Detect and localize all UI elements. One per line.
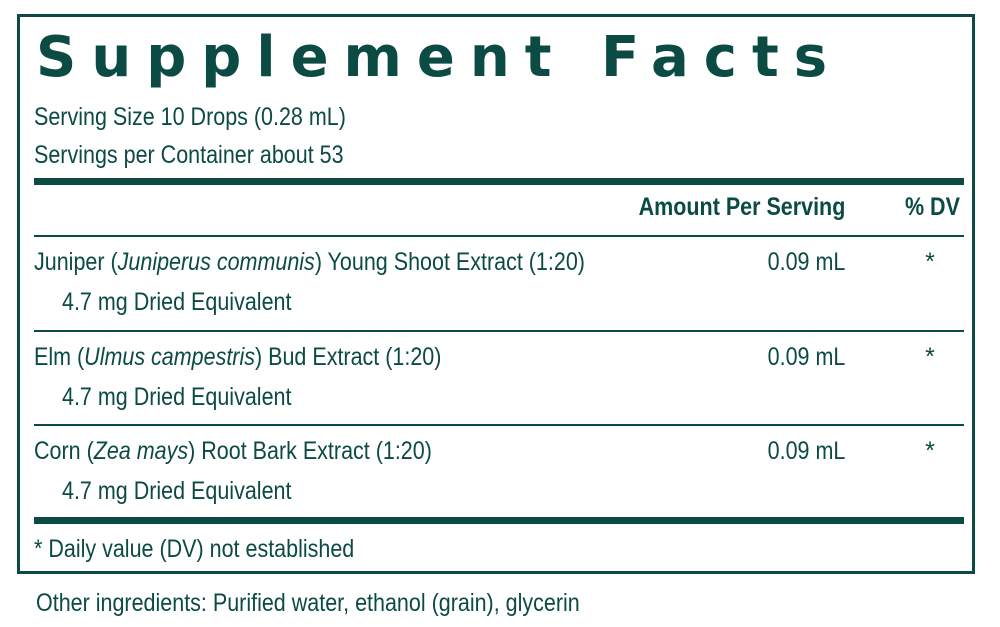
ingredient-dv: * bbox=[925, 248, 935, 276]
dried-equivalent: 4.7 mg Dried Equivalent bbox=[62, 477, 292, 505]
dv-footnote: * Daily value (DV) not established bbox=[34, 535, 355, 563]
supplement-facts-panel: Supplement Facts Serving Size 10 Drops (… bbox=[17, 14, 975, 574]
thick-divider-top bbox=[34, 178, 964, 185]
latin-name: Ulmus campestris bbox=[84, 343, 256, 371]
ingredient-amount: 0.09 mL bbox=[767, 248, 845, 276]
panel-title: Supplement Facts bbox=[36, 25, 843, 90]
ingredient-name: Juniper (Juniperus communis) Young Shoot… bbox=[34, 248, 585, 276]
ingredient-dv: * bbox=[925, 343, 935, 371]
row-divider bbox=[34, 424, 964, 426]
ingredient-amount: 0.09 mL bbox=[767, 437, 845, 465]
servings-per-container: Servings per Container about 53 bbox=[34, 141, 344, 169]
latin-name: Juniperus communis bbox=[117, 248, 315, 276]
serving-size: Serving Size 10 Drops (0.28 mL) bbox=[34, 103, 346, 131]
amount-per-serving-header: Amount Per Serving bbox=[638, 193, 845, 221]
other-ingredients: Other ingredients: Purified water, ethan… bbox=[36, 589, 580, 617]
ingredient-name: Elm (Ulmus campestris) Bud Extract (1:20… bbox=[34, 343, 442, 371]
row-divider bbox=[34, 330, 964, 332]
dried-equivalent: 4.7 mg Dried Equivalent bbox=[62, 383, 292, 411]
dried-equivalent: 4.7 mg Dried Equivalent bbox=[62, 288, 292, 316]
header-divider bbox=[34, 235, 964, 237]
thick-divider-bottom bbox=[34, 517, 964, 524]
ingredient-dv: * bbox=[925, 437, 935, 465]
ingredient-amount: 0.09 mL bbox=[767, 343, 845, 371]
daily-value-header: % DV bbox=[905, 193, 960, 221]
ingredient-name: Corn (Zea mays) Root Bark Extract (1:20) bbox=[34, 437, 432, 465]
latin-name: Zea mays bbox=[93, 437, 189, 465]
